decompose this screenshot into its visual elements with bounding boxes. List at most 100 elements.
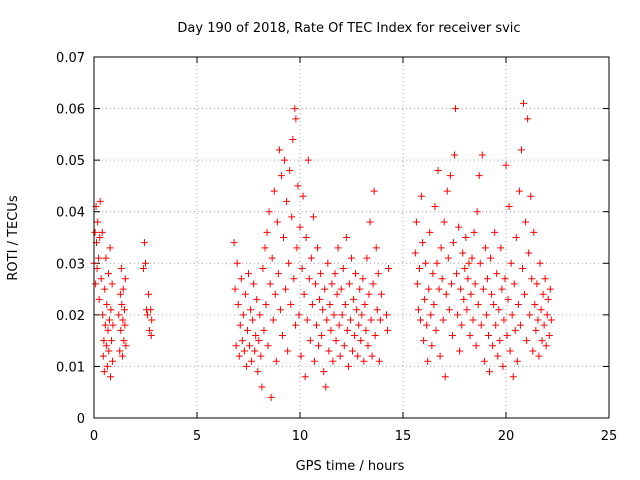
data-point [539,290,547,298]
data-point [307,254,315,262]
data-point [299,192,307,200]
data-point [252,331,260,339]
data-point [272,357,280,365]
data-point [335,321,343,329]
data-point [291,105,299,113]
data-point [239,311,247,319]
data-point [254,368,262,376]
data-point [106,244,114,252]
data-point [233,259,241,267]
data-point [413,280,421,288]
data-point [428,342,436,350]
data-point [426,228,434,236]
data-point [257,352,265,360]
data-point [94,218,102,226]
data-point [365,290,373,298]
data-point [471,280,479,288]
data-point [538,337,546,345]
data-point [511,326,519,334]
data-point [314,244,322,252]
data-point [464,275,472,283]
data-point [309,213,317,221]
data-point [92,280,100,288]
data-point [353,306,361,314]
data-point [344,362,352,370]
data-point [500,316,508,324]
data-point [493,270,501,278]
data-point [492,321,500,329]
data-point [463,306,471,314]
data-point [349,347,357,355]
data-point [449,239,457,247]
data-point [281,156,289,164]
data-point [310,357,318,365]
data-point [453,270,461,278]
data-point [292,115,300,123]
data-point [528,275,536,283]
grid-lines [94,57,609,418]
data-point [533,280,541,288]
data-point [108,337,116,345]
data-point [295,311,303,319]
data-point [95,254,103,262]
data-point [240,347,248,355]
data-point [336,352,344,360]
data-point [498,285,506,293]
data-point [415,264,423,272]
data-point [108,280,116,288]
data-point [465,259,473,267]
data-point [302,234,310,241]
data-point [437,244,445,252]
data-point [93,264,101,272]
data-point [305,275,313,283]
data-point [275,146,283,154]
data-point [291,321,299,329]
data-point [96,234,104,241]
data-point [259,264,267,272]
data-point [547,316,555,324]
data-point [122,342,130,350]
data-point [320,368,328,376]
data-point [373,306,381,314]
data-point [116,290,124,298]
data-point [458,321,466,329]
data-point [339,264,347,272]
data-point [288,213,296,221]
data-point [473,208,481,216]
data-point [304,156,312,164]
data-point [545,331,553,339]
y-tick-label: 0.04 [56,206,85,221]
data-point [430,301,438,309]
data-point [434,166,442,174]
data-point [251,347,259,355]
data-point [268,254,276,262]
data-point [332,337,340,345]
data-point [476,259,484,267]
y-tick-label: 0.07 [56,51,85,66]
data-point [256,311,264,319]
data-point [447,280,455,288]
y-tick-label: 0.06 [56,103,85,118]
data-point [286,166,294,174]
data-point [377,290,385,298]
plot-frame [93,56,610,419]
data-point [235,352,243,360]
data-point [383,311,391,319]
data-point [318,331,326,339]
data-point [531,301,539,309]
data-point [499,362,507,370]
data-point [284,347,292,355]
data-point [510,280,518,288]
data-point [317,270,325,278]
data-point [532,326,540,334]
data-point [361,301,369,309]
y-tick-label: 0.03 [56,257,85,272]
data-point [376,316,384,324]
data-point [276,306,284,314]
data-point [273,218,281,226]
x-tick-label: 0 [90,429,98,444]
data-point [334,244,342,252]
data-point [145,290,153,298]
data-point [315,342,323,350]
